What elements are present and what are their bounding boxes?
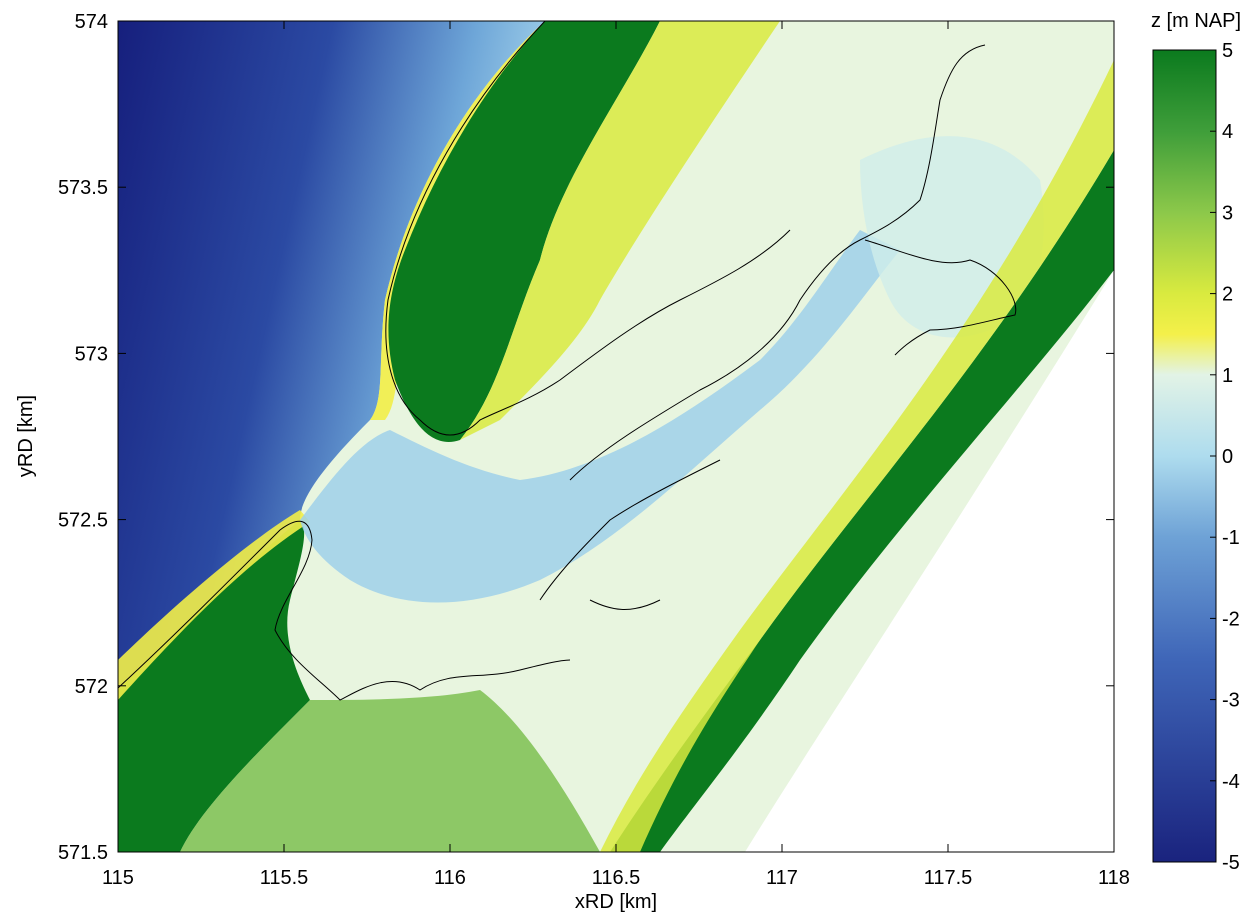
y-tick-label: 573 <box>75 343 108 365</box>
region-inlet-channel <box>300 230 900 603</box>
x-tick-label: 116.5 <box>592 867 641 889</box>
y-axis: 571.5 572 572.5 573 573.5 574 <box>58 11 1114 864</box>
colorbar-tick-label: -3 <box>1222 690 1240 712</box>
region-south-marsh <box>180 690 600 852</box>
colorbar-tick-label: 4 <box>1222 121 1233 143</box>
colorbar-tick-label: 2 <box>1222 284 1233 306</box>
region-north-sea <box>118 21 545 690</box>
contour-coast-north <box>385 21 791 436</box>
y-tick-label: 572.5 <box>58 510 108 532</box>
region-beach-north <box>370 21 575 420</box>
region-dune-south <box>118 520 310 852</box>
x-axis: 115 115.5 116 116.5 117 117.5 118 <box>102 21 1130 889</box>
x-tick-label: 116 <box>434 867 466 889</box>
region-no-data <box>745 270 1114 852</box>
colorbar <box>1152 49 1217 863</box>
y-tick-label: 574 <box>75 11 108 33</box>
region-beach-south <box>118 510 310 700</box>
colorbar-tick-label: 0 <box>1222 446 1233 468</box>
x-tick-label: 118 <box>1098 867 1130 889</box>
y-tick-label: 573.5 <box>58 177 108 199</box>
y-tick-label: 571.5 <box>58 842 108 864</box>
colorbar-tick-label: 1 <box>1222 365 1233 387</box>
contour-lines <box>118 21 1017 701</box>
x-tick-label: 115.5 <box>260 867 309 889</box>
colorbar-tick-label: -1 <box>1222 527 1240 549</box>
contour-channel-side <box>539 459 721 610</box>
heatmap-field <box>118 21 1114 852</box>
colorbar-ticks: 5 4 3 2 1 0 -1 -2 -3 -4 -5 <box>1210 40 1240 874</box>
colorbar-tick-label: 3 <box>1222 202 1233 224</box>
x-tick-label: 117.5 <box>924 867 973 889</box>
contour-coast-south <box>118 520 571 701</box>
region-dune-north <box>388 21 660 442</box>
colorbar-tick-label: -2 <box>1222 608 1240 630</box>
contour-channel-main <box>569 44 986 481</box>
x-axis-label: xRD [km] <box>575 891 657 913</box>
colorbar-label: z [m NAP] <box>1151 10 1241 32</box>
colorbar-tick-label: -4 <box>1222 771 1240 793</box>
x-tick-label: 117 <box>766 867 798 889</box>
region-dune-east-fringe <box>600 60 1114 852</box>
contour-east-marsh <box>864 239 1017 356</box>
x-tick-label: 115 <box>102 867 134 889</box>
colorbar-tick-label: 5 <box>1222 40 1233 62</box>
colorbar-tick-label: -5 <box>1222 852 1240 874</box>
y-axis-label: yRD [km] <box>15 395 37 477</box>
y-tick-label: 572 <box>75 676 108 698</box>
region-dune-east <box>610 150 1114 852</box>
region-dune-north-fringe <box>460 21 780 440</box>
